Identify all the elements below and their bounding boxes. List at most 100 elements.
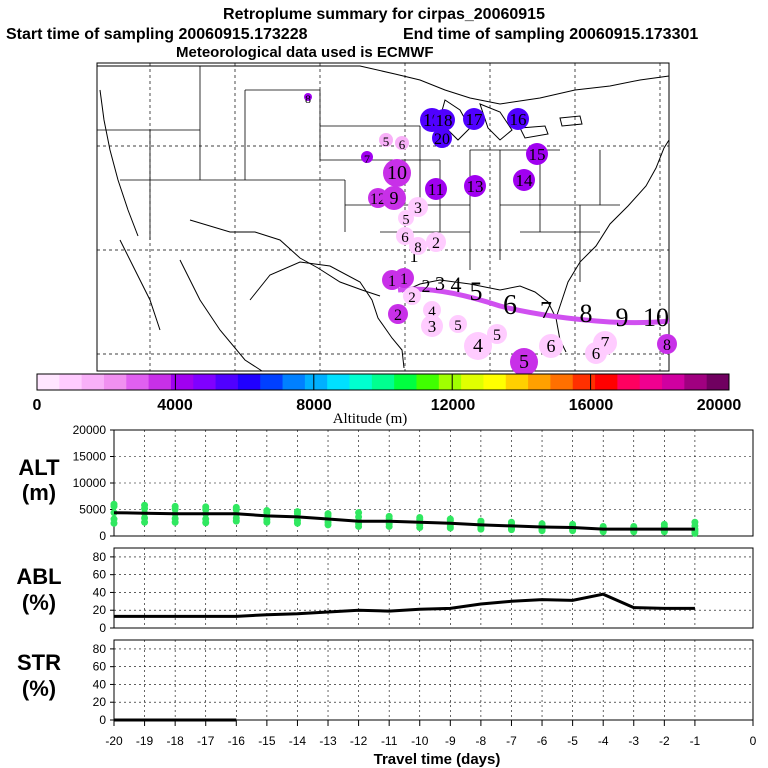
colorbar-segment — [81, 374, 105, 390]
plume-circle — [526, 143, 548, 165]
map-plume-point: 2 — [426, 232, 446, 252]
plume-day-label: 13 — [467, 177, 484, 196]
colorbar-segment — [639, 374, 663, 390]
plume-circle — [398, 210, 414, 226]
colorbar-segment — [237, 374, 261, 390]
map-day-label: 9 — [616, 303, 629, 332]
colorbar-frame — [36, 373, 730, 391]
plume-circle — [426, 232, 446, 252]
x-axis-label: Travel time (days) — [374, 751, 501, 768]
plume-circle — [304, 93, 312, 101]
alt-unit: (m) — [22, 480, 56, 505]
x-tick-label: -5 — [567, 734, 578, 748]
great-lakes — [439, 99, 583, 141]
colorbar-segment — [126, 374, 150, 390]
map-plume-point: 11 — [425, 178, 447, 200]
colorbar-segment — [37, 374, 60, 390]
alt-spread-point — [110, 515, 118, 523]
x-tick-label: -17 — [197, 734, 215, 748]
plume-circle — [379, 133, 393, 147]
time-series-panels: 20000 15000 10000 5000 0 80 60 40 20 0 80 60 40 20 0 -2… — [73, 423, 757, 748]
west-coast — [99, 89, 139, 237]
alt-spread-point — [171, 502, 179, 510]
abl-ytick-label: 40 — [93, 585, 107, 599]
us-mexico-border — [189, 219, 381, 297]
plume-circle — [513, 169, 535, 191]
map-outlines — [97, 65, 670, 372]
plume-day-label: 2 — [408, 290, 416, 306]
colorbar-segment — [528, 374, 551, 390]
map-plume-point: 3 — [408, 197, 428, 217]
map-day-label: 3 — [435, 273, 445, 295]
plume-day-label: 2 — [394, 307, 402, 324]
alt-ytick-label: 20000 — [73, 423, 107, 437]
alt-spread-point — [477, 517, 485, 525]
plume-circle — [432, 128, 452, 148]
map-plume-point: 6 — [585, 342, 607, 364]
str-panel-frame — [113, 639, 754, 721]
colorbar-segment — [304, 374, 328, 390]
plume-circle — [421, 315, 443, 337]
map-day-label: 4 — [451, 272, 462, 297]
colorbar-segment — [371, 374, 395, 390]
alt-ytick-label: 15000 — [73, 450, 107, 464]
x-tick-label: 0 — [750, 734, 757, 748]
cb-tick-16000: 16000 — [569, 397, 614, 414]
alt-spread-point — [416, 513, 424, 521]
plume-circle — [433, 109, 455, 131]
x-tick-label: -12 — [350, 734, 368, 748]
colorbar-segment — [327, 374, 351, 390]
colorbar-ticks: 0 4000 8000 12000 16000 20000 — [33, 397, 742, 414]
map-plume-point: 2 — [388, 304, 408, 324]
colorbar-segment — [215, 374, 239, 390]
trajectory-path — [397, 286, 670, 326]
panel-labels: ALT (m) ABL (%) STR (%) — [16, 455, 61, 701]
colorbar-segment — [505, 374, 529, 390]
mexico-coast — [179, 259, 263, 372]
x-tick-label: -18 — [166, 734, 184, 748]
colorbar-segment — [684, 374, 708, 390]
plume-circle — [464, 332, 492, 360]
plume-day-label: 7 — [364, 152, 370, 166]
colorbar-segment — [461, 374, 484, 390]
plume-circle — [510, 348, 538, 376]
plume-circle — [539, 334, 563, 358]
colorbar-segment — [394, 374, 417, 390]
plume-day-label: 6 — [399, 137, 406, 152]
map-plume-point: 5 — [398, 210, 414, 228]
map-plume-point: 6 — [395, 136, 409, 152]
map-plume-point: 13 — [464, 175, 486, 197]
plume-day-label: 3 — [414, 200, 422, 217]
plume-day-label: 6 — [401, 230, 409, 246]
plume-circle — [425, 178, 447, 200]
cb-tick-20000: 20000 — [697, 397, 742, 414]
x-tick-label: -7 — [506, 734, 517, 748]
east-coast — [555, 139, 670, 319]
plume-day-label: 8 — [663, 337, 671, 354]
x-tick-label: -8 — [476, 734, 487, 748]
map-plume-point: 15 — [526, 143, 548, 165]
alt-spread-point — [324, 510, 332, 518]
map-day-label: 7 — [540, 298, 552, 324]
map-plume-point: 17 — [463, 108, 485, 130]
abl-ytick-label: 20 — [93, 603, 107, 617]
map-plume-point: 6 — [396, 227, 414, 246]
str-ytick-label: 20 — [93, 695, 107, 709]
plume-circle — [507, 108, 529, 130]
plume-circle — [395, 136, 409, 150]
colorbar-segment — [483, 374, 507, 390]
str-ytick-label: 0 — [99, 713, 106, 727]
plume-circle — [423, 301, 441, 319]
colorbar-segment — [706, 374, 730, 390]
plume-day-label: 16 — [510, 110, 527, 129]
map-plume-point: 7 — [361, 151, 373, 166]
colorbar-segment — [103, 374, 127, 390]
map-plume-point: 12 — [368, 188, 388, 208]
plume-day-label: 2 — [432, 235, 440, 252]
x-tick-label: -3 — [628, 734, 639, 748]
x-tick-label: -14 — [289, 734, 307, 748]
plume-circle — [388, 304, 408, 324]
us-canada-border — [97, 65, 670, 105]
alt-spread-point — [110, 509, 118, 517]
